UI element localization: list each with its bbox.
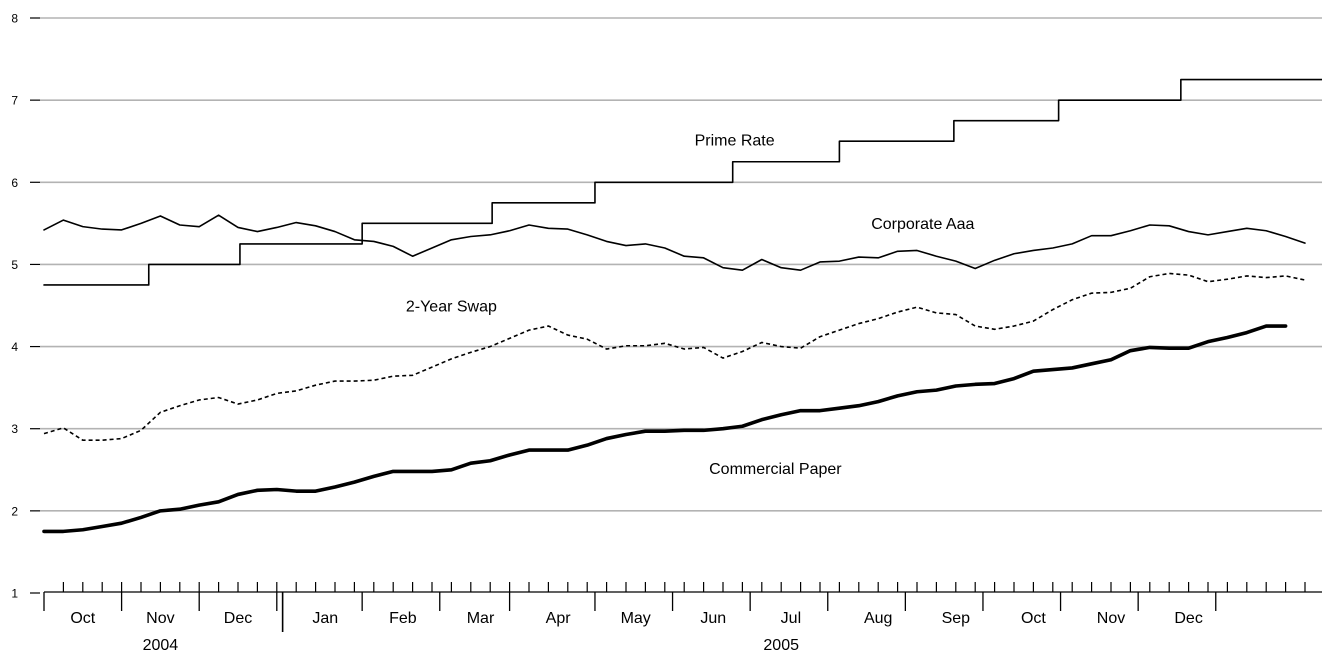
y-tick-label: 7 [11,94,18,108]
month-label: Jan [312,610,338,627]
y-tick-label: 5 [11,258,18,272]
y-tick-label: 8 [11,12,18,26]
y-tick-label: 1 [11,587,18,601]
month-label: Jul [781,610,801,627]
y-tick-label: 6 [11,176,18,190]
y-tick-label: 3 [11,422,18,436]
month-label: Apr [546,610,572,627]
year-label: 2004 [143,637,179,654]
month-label: Jun [700,610,726,627]
y-axis: 1 2 3 4 5 6 7 8 [11,12,40,601]
x-axis: Oct Nov Dec Jan Feb Mar Apr May Jun Jul Aug Sep Oct N… [43,582,1322,654]
y-tick-label: 4 [11,340,18,354]
series-annotations: Prime Rate Corporate Aaa 2-Year Swap Commer… [406,132,975,478]
month-label: Mar [467,610,495,627]
month-label: Nov [1097,610,1125,627]
series-label-commercial-paper: Commercial Paper [709,461,842,478]
month-label: May [621,610,651,627]
month-label: Nov [146,610,174,627]
month-label: Oct [1021,610,1046,627]
month-label: Dec [1174,610,1202,627]
commercial-paper-line [42,324,1288,534]
series-label-2-year-swap: 2-Year Swap [406,298,497,315]
month-label: Oct [70,610,95,627]
series-label-prime-rate: Prime Rate [695,132,775,149]
month-label: Feb [389,610,417,627]
series-label-corporate-aaa: Corporate Aaa [871,216,974,233]
month-label: Dec [224,610,252,627]
prime-rate-line [43,78,1322,286]
year-label: 2005 [763,637,799,654]
y-tick-label: 2 [11,504,18,518]
2-year-swap-line [43,272,1306,442]
corporate-aaa-line [43,214,1306,271]
month-label: Aug [864,610,892,627]
series-lines [42,78,1322,534]
month-label: Sep [942,610,971,627]
